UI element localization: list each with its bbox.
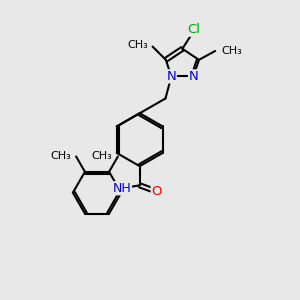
Text: CH₃: CH₃ [128, 40, 148, 50]
Text: NH: NH [113, 182, 131, 195]
Text: Cl: Cl [188, 23, 201, 36]
Text: CH₃: CH₃ [50, 152, 71, 161]
Bar [190, 73, 197, 80]
Text: O: O [151, 185, 162, 198]
Bar [152, 187, 160, 195]
Text: CH₃: CH₃ [92, 152, 112, 161]
Bar [116, 184, 129, 193]
Text: N: N [189, 70, 198, 83]
Text: N: N [167, 70, 176, 83]
Text: CH₃: CH₃ [222, 46, 242, 56]
Bar [168, 73, 175, 80]
